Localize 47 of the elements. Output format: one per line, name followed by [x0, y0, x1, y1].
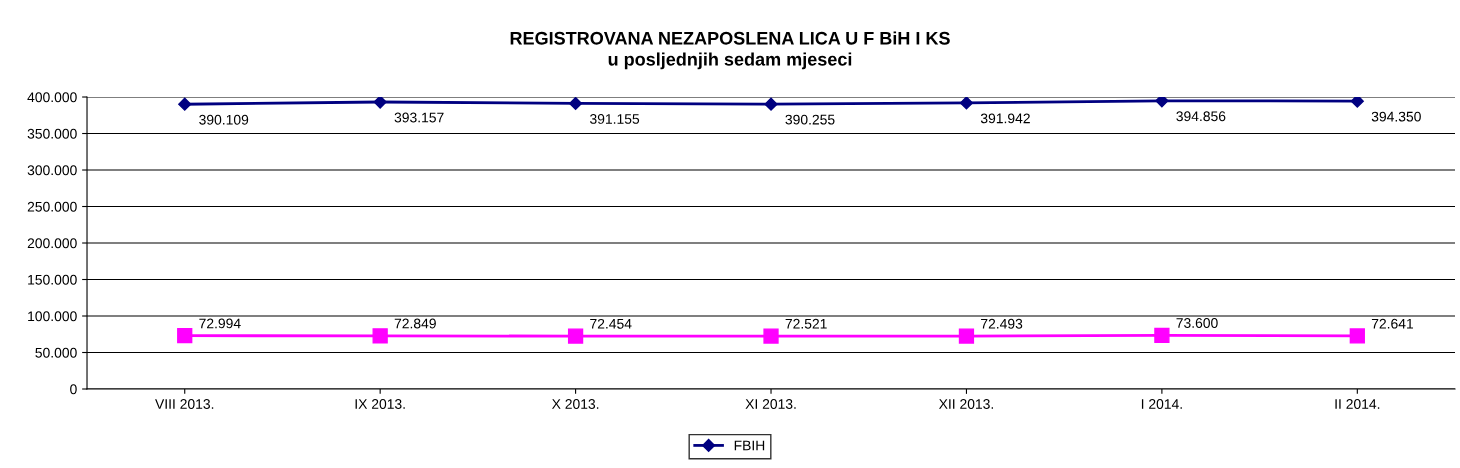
x-tick-label: VIII 2013. [155, 399, 214, 409]
y-tick-label: 250.000 [27, 201, 77, 212]
point [764, 97, 778, 111]
point [569, 97, 583, 111]
point [178, 97, 192, 111]
data-label: 393.157 [394, 112, 444, 123]
point [1350, 97, 1364, 108]
data-label: 391.155 [590, 114, 640, 124]
point [763, 328, 779, 344]
chart-subtitle: u posljednjih sedam mjeseci [608, 52, 852, 70]
data-label: 72.641 [1371, 318, 1414, 329]
data-label: 390.109 [199, 114, 249, 125]
y-tick-label: 400.000 [27, 92, 77, 103]
x-tick-label: XI 2013. [745, 399, 796, 409]
data-label: 394.856 [1176, 111, 1226, 122]
data-label: 72.994 [199, 318, 241, 329]
point [567, 328, 584, 344]
x-tick-label: X 2013. [551, 399, 599, 409]
point [959, 97, 974, 110]
y-tick-label: 50.000 [35, 347, 77, 358]
point [177, 328, 193, 344]
y-tick-label: 0 [70, 384, 77, 395]
y-tick-label: 150.000 [28, 274, 77, 285]
data-label: 72.521 [785, 318, 827, 329]
point [1154, 327, 1170, 343]
y-tick-label: 200.000 [27, 238, 77, 249]
y-tick-label: 100.000 [28, 311, 77, 322]
x-tick-label: II 2014. [1335, 399, 1380, 409]
x-tick-label: XII 2013. [938, 399, 993, 409]
y-tick-label: 350.000 [27, 128, 77, 139]
data-label: 390.255 [785, 114, 835, 125]
data-label: 72.493 [981, 318, 1023, 329]
point [958, 328, 975, 344]
point [1155, 97, 1169, 108]
data-label: 72.849 [394, 318, 436, 329]
chart-title: REGISTROVANA NEZAPOSLENA LICA U F BiH I KS [510, 31, 950, 45]
point [1349, 328, 1365, 344]
data-label: 394.350 [1371, 111, 1421, 122]
data-label: 391.942 [980, 113, 1030, 124]
data-label: 73.600 [1176, 318, 1218, 328]
legend-label: FBIH [734, 440, 765, 451]
point [372, 328, 388, 344]
point [373, 97, 387, 109]
data-label: 72.454 [590, 318, 632, 329]
x-tick-label: IX 2013. [355, 399, 405, 409]
y-tick-label: 300.000 [27, 165, 77, 176]
x-tick-label: I 2014. [1141, 399, 1182, 409]
